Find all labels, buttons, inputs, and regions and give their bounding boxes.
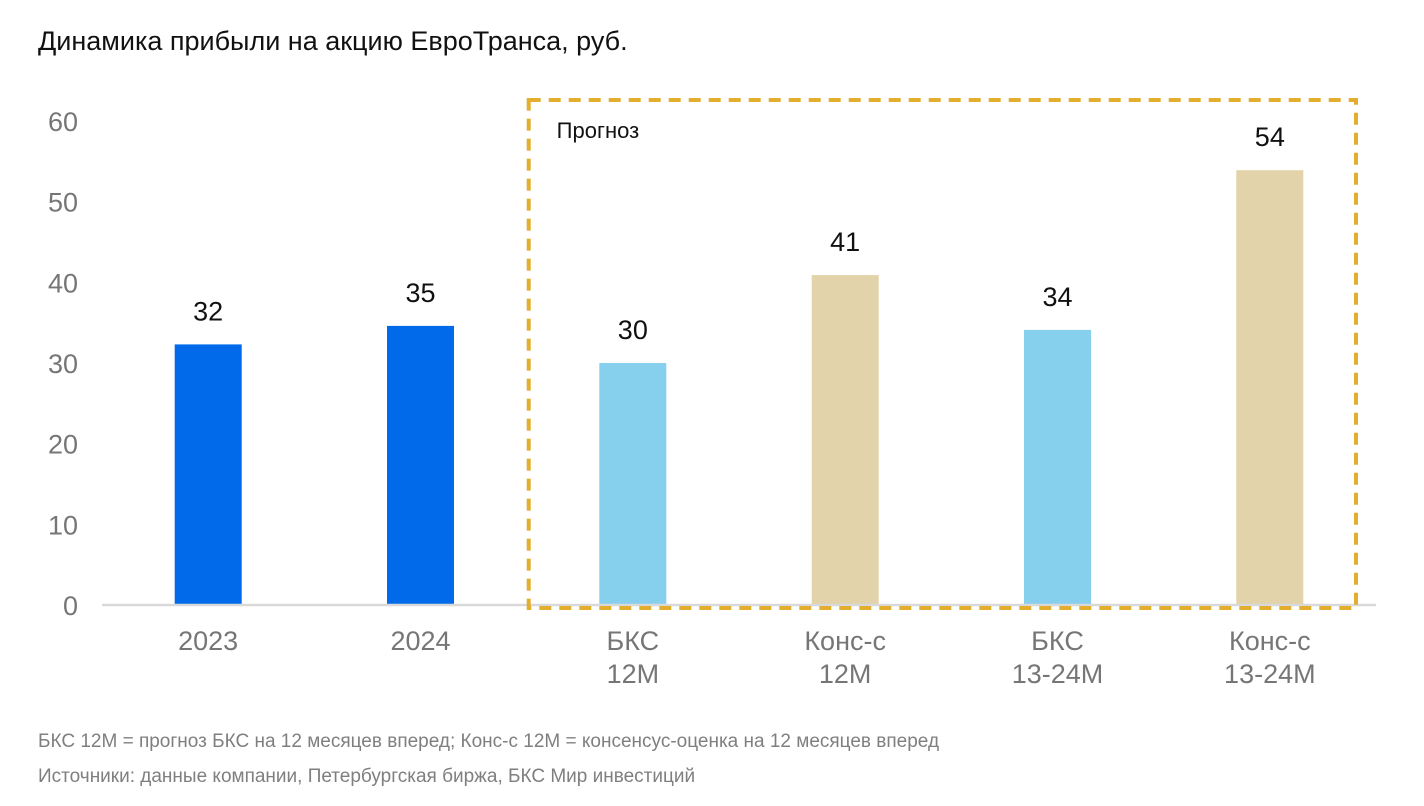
y-tick-label: 0 bbox=[63, 591, 78, 621]
abbreviation-note: БКС 12М = прогноз БКС на 12 месяцев впер… bbox=[38, 731, 940, 752]
x-tick-label: БКС 13-24М bbox=[1012, 626, 1104, 689]
x-tick-label-line: Конс-с bbox=[804, 626, 886, 656]
data-label: 30 bbox=[618, 315, 648, 345]
bar-4 bbox=[1024, 329, 1091, 605]
y-axis-ticks: 0 10 20 30 40 50 60 bbox=[48, 107, 78, 621]
bar-3 bbox=[811, 275, 879, 605]
data-label: 35 bbox=[405, 278, 435, 308]
y-tick-label: 10 bbox=[48, 510, 78, 540]
x-tick-label-line: 13-24М bbox=[1224, 659, 1316, 689]
y-tick-label: 40 bbox=[48, 268, 78, 298]
bar-0 bbox=[174, 344, 242, 605]
y-tick-label: 30 bbox=[48, 349, 78, 379]
x-tick-label-line: БКС bbox=[1031, 626, 1084, 656]
x-tick-label-line: 12М bbox=[607, 659, 660, 689]
data-label: 34 bbox=[1042, 282, 1072, 312]
data-label: 54 bbox=[1255, 122, 1285, 152]
x-tick-label-line: 2023 bbox=[178, 626, 238, 656]
chart-title: Динамика прибыли на акцию ЕвроТранса, ру… bbox=[38, 26, 628, 56]
forecast-label: Прогноз bbox=[557, 118, 640, 143]
bar-2 bbox=[599, 363, 667, 605]
bar-1 bbox=[387, 325, 454, 605]
x-tick-label: 2023 bbox=[178, 626, 238, 656]
y-tick-label: 50 bbox=[48, 188, 78, 218]
data-label: 32 bbox=[193, 296, 223, 326]
x-tick-label-line: 2024 bbox=[390, 626, 450, 656]
sources-note: Источники: данные компании, Петербургска… bbox=[38, 766, 696, 787]
data-labels: 32 35 30 41 34 54 bbox=[193, 122, 1285, 345]
x-tick-label: 2024 bbox=[390, 626, 450, 656]
x-tick-label: Конс-с 12М bbox=[804, 626, 886, 689]
bar-5 bbox=[1236, 170, 1304, 605]
x-tick-label: БКС 12М bbox=[607, 626, 660, 689]
data-label: 41 bbox=[830, 227, 860, 257]
forecast-region: Прогноз bbox=[526, 98, 1358, 610]
bars-group bbox=[174, 170, 1304, 605]
forecast-box bbox=[526, 98, 1358, 610]
x-tick-label: Конс-с 13-24М bbox=[1224, 626, 1316, 689]
x-tick-label-line: 12М bbox=[819, 659, 872, 689]
x-tick-label-line: БКС bbox=[607, 626, 660, 656]
y-tick-label: 20 bbox=[48, 430, 78, 460]
x-tick-label-line: Конс-с bbox=[1229, 626, 1311, 656]
x-tick-label-line: 13-24М bbox=[1012, 659, 1104, 689]
y-tick-label: 60 bbox=[48, 107, 78, 137]
